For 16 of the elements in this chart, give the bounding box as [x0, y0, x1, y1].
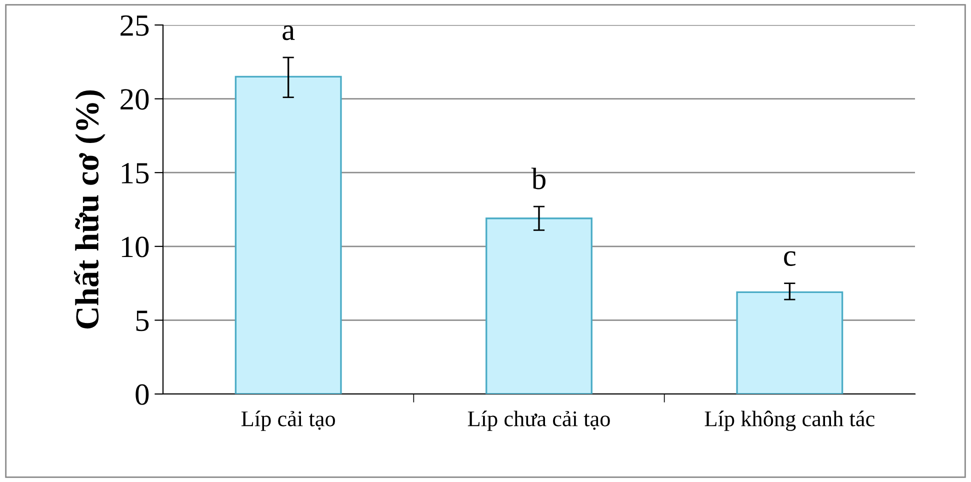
y-tick-label: 0: [136, 384, 149, 405]
x-tick-label: Líp chưa cải tạo: [468, 410, 610, 431]
y-tick-label: 25: [120, 15, 149, 36]
y-axis-title: Chất hữu cơ (%): [74, 90, 106, 328]
y-tick-label: 20: [120, 89, 149, 110]
y-tick-label: 5: [136, 310, 149, 332]
bar: [486, 218, 592, 394]
bar: [736, 291, 844, 394]
annotation: b: [531, 168, 546, 190]
annotation: c: [784, 251, 796, 266]
annotation: a: [282, 26, 295, 40]
x-tick-label: Líp không canh tác: [704, 410, 874, 431]
bar: [234, 76, 342, 394]
y-tick-label: 15: [122, 163, 149, 184]
y-tick-label: 10: [122, 236, 149, 258]
x-tick-label: Líp cải tạo: [241, 410, 335, 431]
